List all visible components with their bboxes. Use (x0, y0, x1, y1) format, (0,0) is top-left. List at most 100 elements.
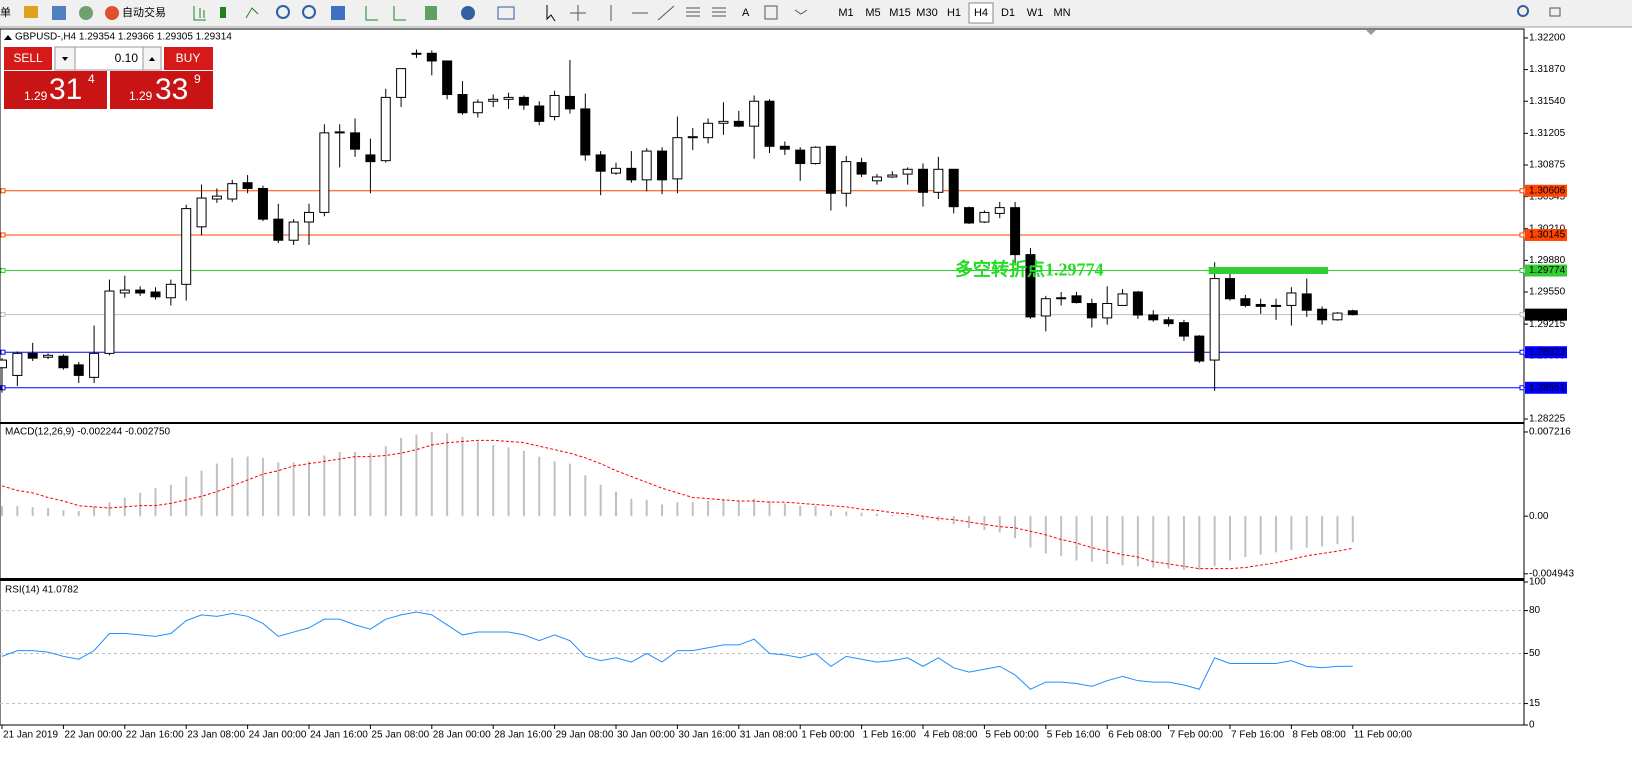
price-label: 1.30606 (1529, 185, 1566, 196)
icon[interactable] (220, 7, 226, 18)
plots (0, 49, 1525, 705)
draw-tools[interactable] (570, 5, 675, 21)
icon[interactable] (52, 6, 66, 20)
candle-body (964, 207, 975, 224)
candle-body (534, 105, 545, 122)
macd-bar (308, 461, 310, 517)
auto-trading[interactable]: 自动交易 (122, 5, 166, 19)
macd-bar (922, 516, 924, 520)
macd-bar (93, 506, 96, 517)
candle-body (1178, 322, 1189, 337)
x-tick-label: 8 Feb 08:00 (1292, 730, 1346, 741)
macd-bar (62, 510, 65, 517)
icon[interactable] (79, 6, 93, 20)
icon[interactable] (461, 6, 475, 20)
timeframe[interactable]: M5 (865, 7, 880, 19)
timeframe[interactable]: M30 (916, 7, 937, 19)
macd-bar (277, 462, 280, 517)
icon[interactable] (497, 6, 515, 20)
bid-pips[interactable]: 31 (49, 73, 82, 106)
macd-bar (1029, 516, 1032, 548)
candle-body (1271, 304, 1282, 307)
x-tick-label: 1 Feb 00:00 (801, 730, 855, 741)
auto-trading-icon[interactable] (105, 6, 119, 20)
candle-body (626, 167, 637, 181)
macd-bar (185, 476, 188, 517)
macd-bar (1198, 516, 1201, 570)
candle-body (1102, 303, 1113, 319)
chart-frame (0, 28, 1525, 726)
ask-big[interactable]: 1.29 (129, 89, 153, 103)
candle-body (1025, 254, 1036, 318)
macd-bar (1106, 516, 1109, 564)
label-tool[interactable] (764, 5, 778, 20)
icon[interactable] (24, 6, 38, 18)
macd-bar (1351, 516, 1354, 543)
timeframe[interactable]: W1 (1027, 7, 1044, 19)
timeframe[interactable]: M1 (838, 7, 853, 19)
ask-point[interactable]: 9 (194, 72, 201, 86)
buy-label[interactable]: BUY (176, 51, 201, 65)
x-tick-label: 24 Jan 00:00 (249, 730, 307, 741)
candle-body (457, 94, 468, 114)
cursor[interactable] (546, 5, 556, 22)
icon[interactable] (193, 6, 206, 21)
text-tool[interactable]: A (742, 7, 750, 19)
chat[interactable] (1549, 7, 1561, 17)
toolbar-partial: 单 (0, 6, 11, 19)
toolbar-bg (0, 0, 1632, 27)
draw-tools[interactable] (686, 7, 726, 17)
macd-bar (645, 499, 648, 517)
icon[interactable] (365, 6, 406, 21)
bid-point[interactable]: 4 (88, 72, 95, 86)
timeframe[interactable]: M15 (889, 7, 910, 19)
icon[interactable] (331, 6, 345, 20)
candle-body (273, 218, 284, 241)
candle-body (227, 183, 238, 200)
candle-body (89, 352, 100, 378)
macd-bar (568, 463, 571, 517)
candle-body (749, 100, 760, 127)
macd-bar (1060, 516, 1063, 556)
rsi-title: RSI(14) 41.0782 (5, 585, 79, 596)
zoom-out[interactable] (302, 5, 316, 19)
line-handle (0, 268, 6, 274)
ask-pips[interactable]: 33 (155, 73, 188, 106)
volume[interactable]: 0.10 (115, 51, 139, 65)
candle-body (933, 168, 944, 193)
y-tick-label: 0.007216 (1529, 427, 1571, 438)
buy-button[interactable] (164, 47, 213, 70)
price-label-bg (1525, 308, 1567, 321)
bid-box[interactable] (4, 71, 107, 109)
x-tick-label: 7 Feb 16:00 (1231, 730, 1285, 741)
candle-body (994, 207, 1005, 214)
shift-marker (1366, 30, 1376, 35)
zoom-in[interactable] (276, 5, 290, 19)
macd-bar (983, 516, 986, 531)
price-label-bg (1525, 184, 1567, 197)
search[interactable] (1517, 5, 1529, 17)
icon[interactable] (245, 7, 259, 19)
candle-body (165, 283, 176, 299)
candle-body (304, 211, 314, 223)
macd-bar (338, 452, 341, 517)
bid-big[interactable]: 1.29 (24, 89, 48, 103)
timeframe[interactable]: D1 (1001, 7, 1015, 19)
sell-label[interactable]: SELL (13, 51, 43, 65)
candle-body (196, 197, 207, 228)
macd-bar (1014, 516, 1017, 539)
price-label: 1.29314 (1529, 309, 1566, 320)
chart-title: GBPUSD-,H4 1.29354 1.29366 1.29305 1.293… (15, 32, 232, 43)
timeframe[interactable]: MN (1053, 7, 1070, 19)
timeframe[interactable]: H1 (947, 7, 961, 19)
timeframe[interactable]: H4 (974, 7, 988, 19)
icon[interactable] (425, 6, 437, 20)
x-tick-label: 5 Feb 00:00 (985, 730, 1039, 741)
line-handle (1519, 312, 1525, 318)
macd-bar (1167, 516, 1170, 569)
arrows-tool[interactable] (794, 9, 808, 15)
ask-box[interactable] (110, 71, 213, 109)
sell-button[interactable] (4, 47, 52, 70)
x-tick-label: 30 Jan 00:00 (617, 730, 675, 741)
candle-body (733, 120, 744, 127)
